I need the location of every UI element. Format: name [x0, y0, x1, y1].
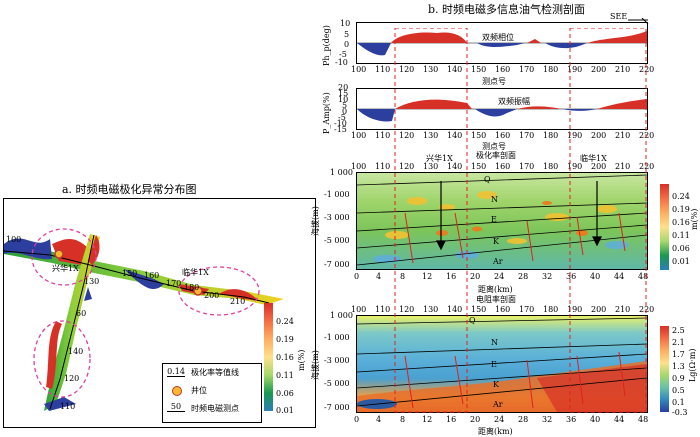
res-title: 电阻率剖面 — [476, 295, 516, 304]
well-label: 临华1X — [580, 154, 607, 163]
layer-label: Ar — [493, 400, 503, 409]
station-icon: 50 — [167, 402, 185, 412]
colorbar-tick: 0.06 — [276, 389, 294, 398]
phase-plot — [356, 22, 648, 64]
anomaly-map — [4, 228, 284, 411]
station-label: 120 — [64, 374, 80, 383]
pol-colorbar-label: m(%) — [690, 208, 699, 230]
map-colorbar — [264, 303, 273, 411]
well-icon — [54, 249, 64, 259]
well-label: 临华1X — [182, 268, 209, 277]
amp-xlabel: 测点号 — [482, 142, 506, 151]
well-label: 兴华1X — [426, 154, 453, 163]
colorbar-tick: 0.01 — [276, 406, 294, 415]
colorbar-tick: 0.24 — [276, 317, 294, 326]
res-colorbar-label: Lg(Ω·m) — [688, 348, 697, 382]
res-xlabel: 距离(km) — [478, 427, 513, 436]
legend-label: 时频电磁测点 — [191, 404, 239, 413]
map-panel: 100 150 160 170 180 200 210 130 60 140 1… — [3, 198, 316, 428]
map-legend: 0.14 极化率等值线 井位 50 时频电磁测点 — [162, 363, 262, 423]
highlight-boxes — [394, 28, 647, 413]
legend-label: 极化率等值线 — [191, 368, 239, 377]
station-label: 170 — [166, 279, 182, 288]
colorbar-tick: 0.11 — [276, 371, 294, 380]
pol-colorbar — [660, 184, 669, 270]
y-tick: -5 — [339, 50, 347, 59]
colorbar-tick: 0.16 — [276, 353, 294, 362]
colorbar-label: m(%) — [297, 349, 306, 371]
layer-label: N — [491, 338, 498, 347]
see-label: SEE — [610, 12, 628, 21]
pol-xlabel: 距离(km) — [478, 285, 513, 294]
res-ylabel: 海拔(m) — [311, 350, 320, 380]
layer-label: E — [491, 360, 497, 369]
station-label: 150 — [122, 269, 138, 278]
amp-plot — [356, 88, 648, 130]
map-title: a. 时频电磁极化异常分布图 — [62, 183, 197, 196]
y-tick: 10 — [340, 19, 351, 28]
station-label: 110 — [60, 402, 76, 411]
station-label: 100 — [6, 235, 22, 244]
well-label: 兴华1X — [52, 264, 79, 273]
well-icon — [193, 286, 203, 296]
phase-ylabel: Ph_p(deg) — [322, 25, 331, 66]
pol-section: Q N E K Ar — [356, 172, 648, 270]
res-colorbar — [660, 326, 669, 412]
station-label: 180 — [184, 283, 200, 292]
contour-icon: 0.14 — [167, 367, 185, 377]
station-label: 210 — [230, 297, 246, 306]
pol-title: 极化率剖面 — [476, 151, 516, 160]
phase-xlabel: 测点号 — [482, 77, 506, 86]
pol-ylabel: 海拔(m) — [311, 206, 320, 236]
amp-ylabel: P_Amp(%) — [322, 92, 331, 134]
layer-label: K — [493, 380, 499, 389]
layer-label: Ar — [493, 257, 503, 266]
station-label: 140 — [68, 347, 84, 356]
phase-series-label: 双频相位 — [482, 33, 514, 42]
layer-label: K — [493, 237, 499, 246]
res-section: Q N E K Ar — [356, 315, 648, 413]
legend-label: 井位 — [191, 386, 207, 395]
station-label: 160 — [144, 271, 160, 280]
layer-label: N — [491, 195, 498, 204]
y-tick: 0 — [344, 40, 350, 49]
layer-label: E — [491, 215, 497, 224]
layer-label: Q — [469, 316, 476, 325]
profile-title: b. 时频电磁多信息油气检测剖面 — [428, 3, 586, 16]
station-label: 60 — [76, 309, 87, 318]
station-label: 130 — [84, 277, 100, 286]
layer-label: Q — [484, 175, 491, 184]
colorbar-tick: 0.19 — [276, 335, 294, 344]
y-tick: -10 — [335, 58, 348, 67]
station-label: 200 — [204, 291, 220, 300]
well-icon — [172, 386, 182, 396]
y-tick: 5 — [344, 30, 350, 39]
amp-series-label: 双频振幅 — [498, 97, 530, 106]
